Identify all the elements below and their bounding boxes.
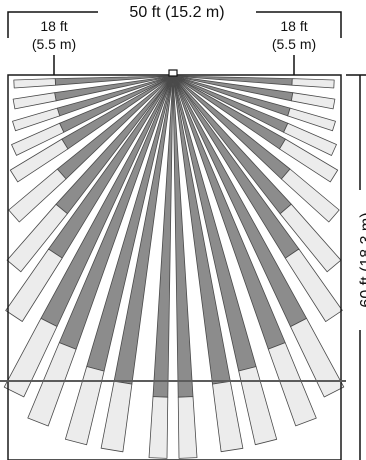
side-dimension-label: 60 ft (18.3 m) [358, 212, 366, 307]
beam-outer-2 [12, 92, 57, 110]
beam-outer-4 [11, 122, 65, 156]
beam-outer-5 [9, 138, 69, 183]
beam-outer-12 [100, 380, 133, 453]
beam-outer-11 [65, 366, 105, 446]
beam-outer-19 [284, 248, 343, 323]
right-offset-dimension: 18 ft (5.5 m) [272, 18, 316, 75]
top-dimension-label: 50 ft (15.2 m) [129, 4, 224, 21]
coverage-beams [3, 75, 345, 459]
beam-outer-17 [267, 342, 317, 427]
beam-outer-22 [279, 138, 339, 183]
beam-outer-23 [283, 122, 337, 156]
beam-outer-15 [212, 380, 244, 453]
beam-outer-18 [290, 317, 345, 398]
left-offset-label-line2: (5.5 m) [32, 36, 76, 52]
beam-outer-25 [290, 92, 336, 110]
side-dimension: 60 ft (18.3 m) [346, 74, 366, 460]
beam-outer-6 [8, 168, 67, 223]
beam-outer-13 [148, 396, 169, 459]
beam-outer-7 [6, 203, 68, 273]
left-offset-dimension: 18 ft (5.5 m) [32, 18, 76, 75]
beam-outer-10 [27, 342, 77, 427]
left-offset-label-line1: 18 ft [40, 18, 67, 34]
sensor-icon [168, 69, 178, 77]
beam-outer-24 [287, 107, 336, 132]
beam-outer-9 [3, 317, 58, 398]
beam-outer-16 [238, 366, 278, 446]
beam-outer-21 [280, 168, 340, 223]
right-offset-label-line2: (5.5 m) [272, 36, 316, 52]
beam-outer-26 [291, 78, 335, 89]
top-dimension: 50 ft (15.2 m) [7, 4, 342, 38]
right-offset-label-line1: 18 ft [280, 18, 307, 34]
beam-outer-3 [12, 107, 61, 132]
beam-outer-8 [5, 248, 63, 322]
beam-outer-1 [13, 78, 56, 89]
beam-outer-14 [177, 396, 198, 459]
